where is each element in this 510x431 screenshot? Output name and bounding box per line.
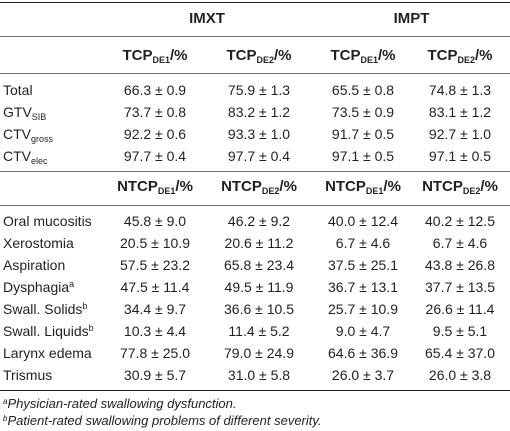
table-cell: 75.9 ± 1.3: [227, 82, 291, 98]
table-cell: 74.8 ± 1.3: [428, 82, 492, 98]
row-label: CTVgross: [3, 126, 54, 144]
ntcp-header-4: NTCPDE2/%: [422, 178, 498, 196]
row-label: Aspiration: [3, 257, 66, 273]
ntcp-row: Aspiration 57.5 ± 23.2 65.8 ± 23.4 37.5 …: [0, 254, 510, 276]
ntcp-row: Swall. Solidsb 34.4 ± 9.7 36.6 ± 10.5 25…: [0, 298, 510, 320]
row-label: GTVSIB: [3, 104, 47, 122]
table-cell: 26.0 ± 3.8: [428, 367, 492, 383]
table-cell: 45.8 ± 9.0: [123, 213, 187, 229]
table-cell: 97.7 ± 0.4: [227, 148, 291, 164]
table-cell: 30.9 ± 5.7: [123, 367, 187, 383]
table-cell: 92.7 ± 1.0: [428, 126, 492, 142]
table-cell: 26.0 ± 3.7: [331, 367, 395, 383]
row-label: CTVelec: [3, 148, 48, 166]
row-label: Total: [3, 82, 33, 98]
row-label: Xerostomia: [3, 235, 74, 251]
group-rule: [0, 36, 510, 37]
ntcp-row: Dysphagiaa 47.5 ± 11.4 49.5 ± 11.9 36.7 …: [0, 276, 510, 298]
table-cell: 83.1 ± 1.2: [428, 104, 492, 120]
table-cell: 97.1 ± 0.5: [428, 148, 492, 164]
table-cell: 91.7 ± 0.5: [331, 126, 395, 142]
table-cell: 37.7 ± 13.5: [425, 279, 495, 295]
table-cell: 20.5 ± 10.9: [120, 235, 190, 251]
tcp-header-rule: [0, 73, 510, 74]
footnote-b: bPatient-rated swallowing problems of di…: [3, 413, 322, 428]
table-cell: 66.3 ± 0.9: [123, 82, 187, 98]
table-cell: 73.5 ± 0.9: [331, 104, 395, 120]
table-cell: 11.4 ± 5.2: [228, 323, 290, 339]
ntcp-row: Trismus 30.9 ± 5.7 31.0 ± 5.8 26.0 ± 3.7…: [0, 364, 510, 386]
table-cell: 73.7 ± 0.8: [123, 104, 187, 120]
ntcp-header-rule: [0, 205, 510, 206]
row-label: Swall. Solidsb: [3, 301, 88, 317]
row-label: Oral mucositis: [3, 213, 92, 229]
table-cell: 64.6 ± 36.9: [328, 345, 398, 361]
table-cell: 36.6 ± 10.5: [224, 301, 294, 317]
tcp-header-2: TCPDE2/%: [226, 47, 292, 65]
group-header-impt: IMPT: [393, 10, 430, 27]
top-rule: [0, 2, 510, 3]
table-cell: 40.0 ± 12.4: [328, 213, 398, 229]
table-cell: 49.5 ± 11.9: [224, 279, 294, 295]
table-cell: 97.1 ± 0.5: [331, 148, 395, 164]
tcp-header-3: TCPDE1/%: [330, 47, 396, 65]
table-cell: 77.8 ± 25.0: [120, 345, 190, 361]
group-header-imxt: IMXT: [189, 10, 225, 27]
table-cell: 31.0 ± 5.8: [227, 367, 291, 383]
table-cell: 37.5 ± 25.1: [328, 257, 398, 273]
ntcp-header-3: NTCPDE1/%: [325, 178, 401, 196]
table-cell: 9.0 ± 4.7: [335, 323, 391, 339]
table-cell: 36.7 ± 13.1: [328, 279, 398, 295]
footnote-a: aPhysician-rated swallowing dysfunction.: [3, 396, 237, 411]
tcp-header-4: TCPDE2/%: [427, 47, 493, 65]
row-label: Dysphagiaa: [3, 279, 75, 295]
table-cell: 57.5 ± 23.2: [120, 257, 190, 273]
tcp-row: CTVgross 92.2 ± 0.6 93.3 ± 1.0 91.7 ± 0.…: [0, 123, 510, 145]
ntcp-row: Oral mucositis 45.8 ± 9.0 46.2 ± 9.2 40.…: [0, 210, 510, 232]
table-cell: 97.7 ± 0.4: [123, 148, 187, 164]
table-cell: 92.2 ± 0.6: [123, 126, 187, 142]
row-label: Larynx edema: [3, 345, 92, 361]
ntcp-row: Xerostomia 20.5 ± 10.9 20.6 ± 11.2 6.7 ±…: [0, 232, 510, 254]
table-cell: 65.4 ± 37.0: [425, 345, 495, 361]
bottom-rule: [0, 390, 510, 391]
table-cell: 43.8 ± 26.8: [425, 257, 495, 273]
tcp-row: Total 66.3 ± 0.9 75.9 ± 1.3 65.5 ± 0.8 7…: [0, 79, 510, 101]
table-cell: 6.7 ± 4.6: [335, 235, 391, 251]
ntcp-row: Swall. Liquidsb 10.3 ± 4.4 11.4 ± 5.2 9.…: [0, 320, 510, 342]
table-cell: 6.7 ± 4.6: [432, 235, 488, 251]
table-cell: 93.3 ± 1.0: [227, 126, 291, 142]
tcp-row: GTVSIB 73.7 ± 0.8 83.2 ± 1.2 73.5 ± 0.9 …: [0, 101, 510, 123]
table-cell: 10.3 ± 4.4: [123, 323, 187, 339]
ntcp-row: Larynx edema 77.8 ± 25.0 79.0 ± 24.9 64.…: [0, 342, 510, 364]
table-cell: 20.6 ± 11.2: [224, 235, 294, 251]
table-cell: 79.0 ± 24.9: [224, 345, 294, 361]
row-label: Swall. Liquidsb: [3, 323, 94, 339]
table-cell: 26.6 ± 11.4: [425, 301, 495, 317]
table-cell: 46.2 ± 9.2: [227, 213, 291, 229]
tcp-header-row: TCPDE1/% TCPDE2/% TCPDE1/% TCPDE2/%: [0, 45, 510, 67]
table-cell: 83.2 ± 1.2: [227, 104, 291, 120]
table-cell: 25.7 ± 10.9: [328, 301, 398, 317]
table-cell: 40.2 ± 12.5: [425, 213, 495, 229]
table-cell: 65.5 ± 0.8: [331, 82, 395, 98]
tcp-row: CTVelec 97.7 ± 0.4 97.7 ± 0.4 97.1 ± 0.5…: [0, 145, 510, 167]
row-label: Trismus: [3, 367, 53, 383]
ntcp-header-2: NTCPDE2/%: [221, 178, 297, 196]
table-cell: 34.4 ± 9.7: [123, 301, 187, 317]
table-cell: 47.5 ± 11.4: [120, 279, 190, 295]
tcp-header-1: TCPDE1/%: [122, 47, 188, 65]
section-rule: [0, 171, 510, 172]
table-cell: 65.8 ± 23.4: [224, 257, 294, 273]
table-cell: 9.5 ± 5.1: [432, 323, 488, 339]
ntcp-header-row: NTCPDE1/% NTCPDE2/% NTCPDE1/% NTCPDE2/%: [0, 176, 510, 198]
ntcp-header-1: NTCPDE1/%: [117, 178, 193, 196]
